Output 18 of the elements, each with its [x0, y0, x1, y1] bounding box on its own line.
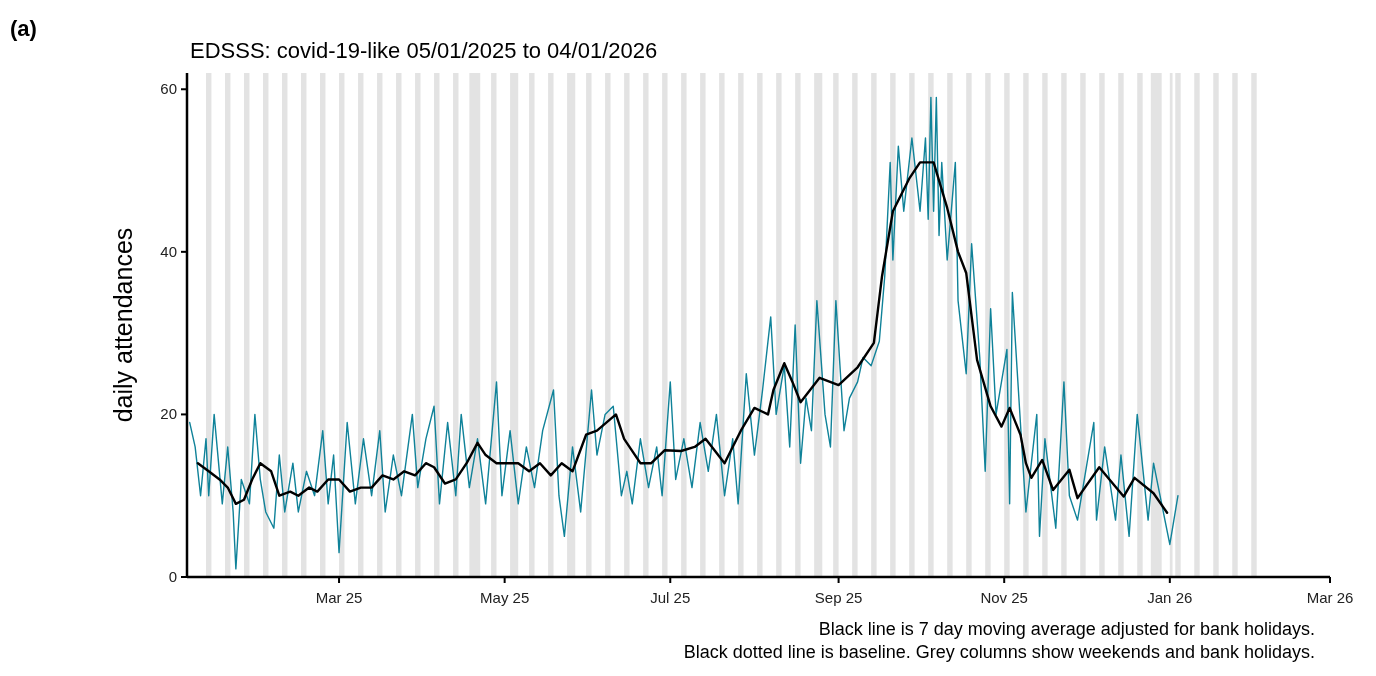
y-tick-label: 0 [168, 568, 177, 585]
x-tick-label: Sep 25 [814, 589, 863, 606]
text: Black line is 7 day moving average adjusted for bank holidays. [818, 619, 1315, 639]
x-tick-label: Jan 26 [1147, 589, 1193, 606]
text: Black dotted line is baseline. Grey columns show weekends and bank holidays. [683, 642, 1315, 662]
y-tick-label: 20 [160, 405, 177, 423]
chart-title: EDSSS: covid-19-like 05/01/2025 to 04/01/2026 [190, 38, 658, 63]
x-tick-label: Mar 25 [315, 589, 363, 606]
x-tick-label: Jul 25 [650, 589, 691, 606]
x-tick-label: May 25 [480, 589, 530, 606]
text: (a) [10, 16, 37, 41]
y-axis-title: daily attendances [109, 227, 137, 423]
line-series [196, 161, 1169, 514]
x-tick-label: Nov 25 [980, 589, 1028, 606]
line-series [189, 96, 1179, 570]
y-tick-label: 60 [160, 80, 177, 98]
x-tick-label: Mar 26 [1306, 589, 1354, 606]
y-tick-label: 40 [160, 242, 177, 260]
